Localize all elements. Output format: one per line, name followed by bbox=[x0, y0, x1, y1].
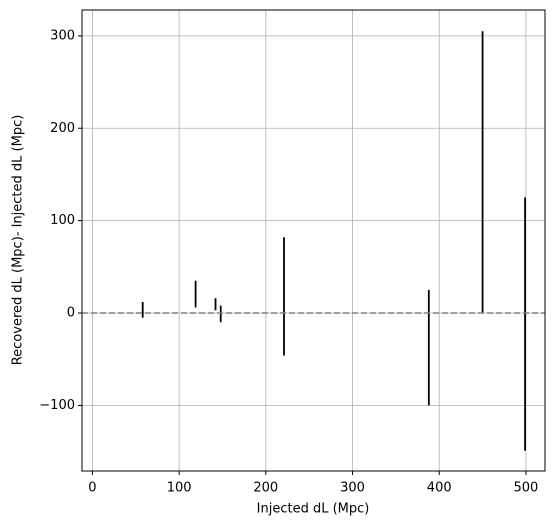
y-tick-label: 0 bbox=[67, 306, 75, 321]
x-tick-label: 500 bbox=[514, 481, 539, 496]
y-tick-label: 100 bbox=[50, 213, 75, 228]
x-tick-label: 400 bbox=[427, 481, 452, 496]
plot-frame bbox=[81, 9, 546, 472]
x-tick-label: 100 bbox=[167, 481, 192, 496]
x-axis-label: Injected dL (Mpc) bbox=[257, 502, 370, 517]
x-tick-label: 300 bbox=[340, 481, 365, 496]
y-tick-label: 200 bbox=[50, 121, 75, 136]
y-axis-label: Recovered dL (Mpc)- Injected dL (Mpc) bbox=[11, 115, 26, 366]
x-tick-label: 200 bbox=[253, 481, 278, 496]
x-tick-label: 0 bbox=[88, 481, 96, 496]
y-tick-label: 300 bbox=[50, 28, 75, 43]
y-tick-label: −100 bbox=[39, 398, 75, 413]
